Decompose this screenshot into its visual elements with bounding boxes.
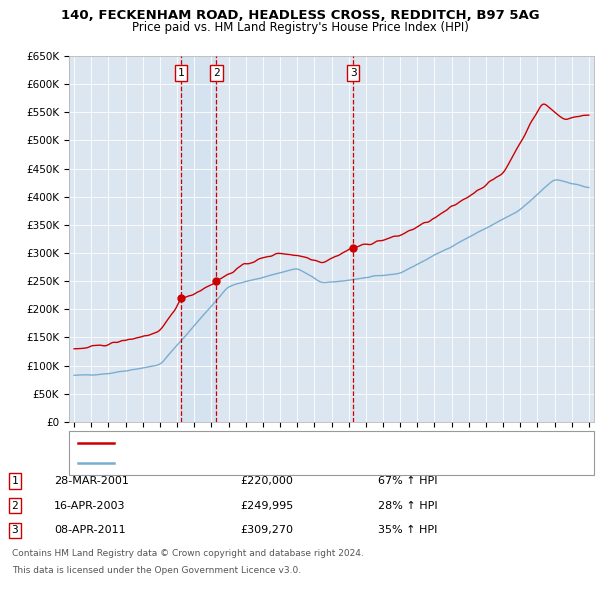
Text: 140, FECKENHAM ROAD, HEADLESS CROSS, REDDITCH, B97 5AG: 140, FECKENHAM ROAD, HEADLESS CROSS, RED… [61, 9, 539, 22]
Text: 28% ↑ HPI: 28% ↑ HPI [378, 501, 437, 510]
Text: £249,995: £249,995 [240, 501, 293, 510]
Text: 1: 1 [11, 476, 19, 486]
Text: HPI: Average price, detached house, Redditch: HPI: Average price, detached house, Redd… [119, 458, 347, 467]
Text: Contains HM Land Registry data © Crown copyright and database right 2024.: Contains HM Land Registry data © Crown c… [12, 549, 364, 558]
Text: 3: 3 [11, 526, 19, 535]
Text: 140, FECKENHAM ROAD, HEADLESS CROSS, REDDITCH, B97 5AG (detached house): 140, FECKENHAM ROAD, HEADLESS CROSS, RED… [119, 438, 533, 448]
Text: 08-APR-2011: 08-APR-2011 [54, 526, 125, 535]
Text: 28-MAR-2001: 28-MAR-2001 [54, 476, 129, 486]
Text: 3: 3 [350, 68, 356, 78]
Text: 35% ↑ HPI: 35% ↑ HPI [378, 526, 437, 535]
Text: This data is licensed under the Open Government Licence v3.0.: This data is licensed under the Open Gov… [12, 566, 301, 575]
Text: 16-APR-2003: 16-APR-2003 [54, 501, 125, 510]
Text: Price paid vs. HM Land Registry's House Price Index (HPI): Price paid vs. HM Land Registry's House … [131, 21, 469, 34]
Text: 67% ↑ HPI: 67% ↑ HPI [378, 476, 437, 486]
Text: £309,270: £309,270 [240, 526, 293, 535]
Text: £220,000: £220,000 [240, 476, 293, 486]
Text: 2: 2 [213, 68, 220, 78]
Bar [181, 56, 217, 422]
Text: 1: 1 [178, 68, 184, 78]
Text: 2: 2 [11, 501, 19, 510]
